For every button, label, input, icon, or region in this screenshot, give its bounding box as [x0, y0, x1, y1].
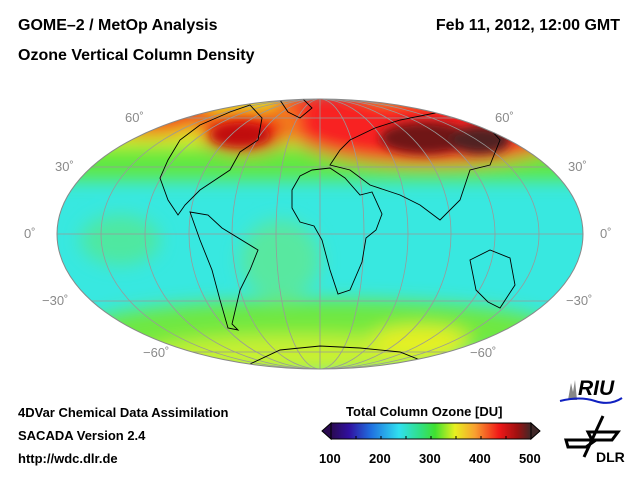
dlr-logo-mark: [564, 415, 621, 458]
lat-label-left-60: 60˚: [125, 110, 144, 125]
riu-logo-mark: [559, 380, 623, 404]
coastlines: [159, 99, 516, 369]
map-border: [56, 98, 584, 370]
lat-label-right-0: 0˚: [600, 226, 612, 241]
footer-link[interactable]: http://wdc.dlr.de: [18, 451, 118, 466]
lat-label-right-60: 60˚: [495, 110, 514, 125]
colorbar-tick-500: 500: [519, 451, 541, 466]
dlr-logo: DLR: [596, 449, 625, 465]
date-time: Feb 11, 2012, 12:00 GMT: [435, 17, 620, 34]
colorbar-tick-200: 200: [369, 451, 391, 466]
ozone-field: [57, 99, 583, 369]
colorbar-title: Total Column Ozone [DU]: [346, 404, 503, 419]
riu-logo: RIU: [578, 377, 615, 400]
title-line1: GOME–2 / MetOp Analysis: [18, 17, 218, 34]
lat-label-left-minus60: −60˚: [143, 345, 170, 360]
title-line2: Ozone Vertical Column Density: [18, 47, 255, 64]
lat-label-left-0: 0˚: [24, 226, 36, 241]
footer-line1: 4DVar Chemical Data Assimilation: [18, 405, 229, 420]
lat-label-right-minus30: −30˚: [566, 293, 593, 308]
footer-line2: SACADA Version 2.4: [18, 428, 146, 443]
lat-label-right-30: 30˚: [568, 159, 587, 174]
lat-label-right-minus60: −60˚: [470, 345, 497, 360]
graticule: [57, 99, 583, 369]
colorbar-tick-400: 400: [469, 451, 491, 466]
colorbar-min-triangle: [321, 421, 332, 441]
colorbar-tick-300: 300: [419, 451, 441, 466]
colorbar: [321, 421, 541, 441]
colorbar-tick-100: 100: [319, 451, 341, 466]
lat-label-left-30: 30˚: [55, 159, 74, 174]
lat-label-left-minus30: −30˚: [42, 293, 69, 308]
colorbar-max-triangle: [530, 421, 541, 441]
